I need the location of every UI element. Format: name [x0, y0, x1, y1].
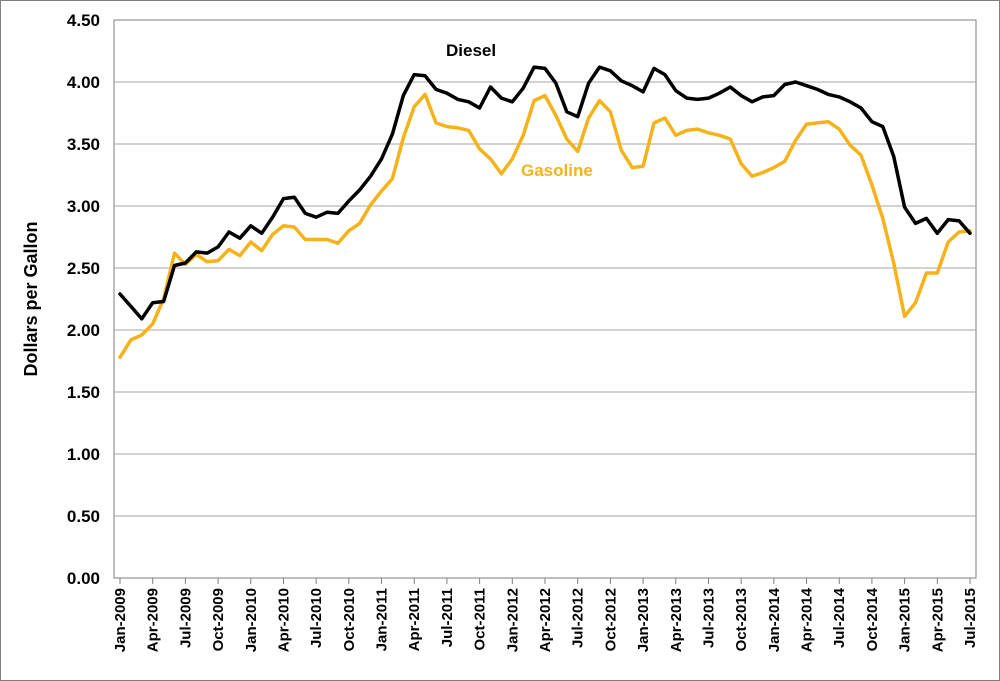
- y-tick-label: 4.50: [67, 11, 100, 30]
- y-tick-label: 2.50: [67, 259, 100, 278]
- series-lines: [118, 65, 972, 360]
- x-tick-label: Oct-2011: [472, 588, 489, 651]
- x-tick-label: Oct-2009: [210, 588, 227, 651]
- y-tick-label: 1.00: [67, 445, 100, 464]
- x-tick-label: Jul-2014: [831, 587, 848, 648]
- x-tick-label: Oct-2012: [602, 588, 619, 651]
- y-tick-label: 0.00: [67, 569, 100, 588]
- x-tick-label: Jul-2010: [308, 588, 325, 648]
- x-tick-label: Jul-2013: [700, 588, 717, 648]
- x-tick-label: Oct-2014: [864, 587, 881, 651]
- x-tick-label: Apr-2010: [275, 588, 292, 652]
- x-tick-label: Jan-2014: [766, 587, 783, 652]
- x-tick-label: Apr-2014: [799, 587, 816, 652]
- x-tick-label: Apr-2012: [537, 588, 554, 652]
- x-tick-label: Jul-2009: [177, 588, 194, 648]
- x-axis-ticks: Jan-2009 Apr-2009 Jul-2009 Oct-2009 Jan-2010…: [112, 578, 979, 652]
- y-tick-label: 0.50: [67, 507, 100, 526]
- x-tick-label: Oct-2013: [733, 588, 750, 651]
- y-tick-label: 3.50: [67, 135, 100, 154]
- series-label-gasoline: Gasoline: [521, 161, 593, 180]
- y-tick-label: 4.00: [67, 73, 100, 92]
- x-tick-label: Jul-2011: [439, 588, 456, 647]
- plot-area: [113, 19, 977, 579]
- series-line-diesel: [118, 65, 972, 321]
- x-tick-label: Jul-2012: [570, 588, 587, 648]
- gridlines: [114, 81, 976, 517]
- x-tick-label: Jan-2015: [897, 588, 914, 652]
- y-axis-title: Dollars per Gallon: [21, 221, 41, 376]
- x-tick-label: Apr-2011: [406, 588, 423, 651]
- series-label-diesel: Diesel: [446, 41, 496, 60]
- x-tick-label: Oct-2010: [341, 588, 358, 651]
- y-tick-label: 3.00: [67, 197, 100, 216]
- x-tick-label: Jan-2011: [374, 588, 391, 651]
- x-tick-label: Jan-2012: [504, 588, 521, 652]
- y-tick-label: 1.50: [67, 383, 100, 402]
- x-tick-label: Apr-2013: [668, 588, 685, 652]
- y-tick-label: 2.00: [67, 321, 100, 340]
- x-tick-label: Apr-2015: [929, 588, 946, 652]
- x-tick-label: Jan-2009: [112, 588, 129, 652]
- x-tick-label: Jan-2010: [243, 588, 260, 652]
- series-line-gasoline: [118, 92, 972, 360]
- x-tick-label: Jul-2015: [962, 588, 979, 648]
- x-tick-label: Jan-2013: [635, 588, 652, 652]
- x-tick-label: Apr-2009: [145, 588, 162, 652]
- y-axis-ticks: 0.00 0.50 1.00 1.50 2.00 2.50 3.00 3.50 4.00 4.50: [67, 11, 100, 588]
